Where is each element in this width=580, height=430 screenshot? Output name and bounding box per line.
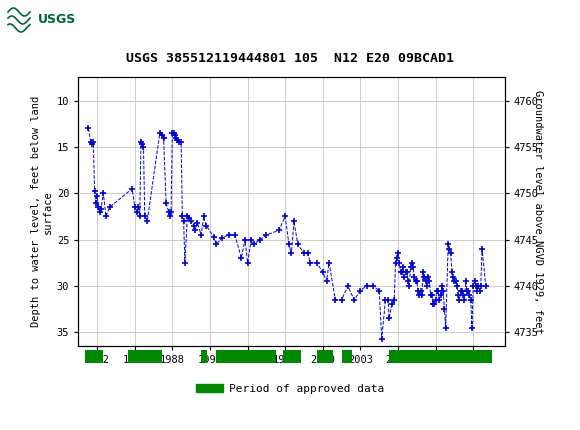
Bar bbox=[216, 350, 277, 363]
Bar bbox=[6, 4, 56, 36]
Bar bbox=[128, 350, 162, 363]
Text: USGS 385512119444801 105  N12 E20 09BCAD1: USGS 385512119444801 105 N12 E20 09BCAD1 bbox=[126, 52, 454, 64]
Bar bbox=[342, 350, 351, 363]
Y-axis label: Groundwater level above NGVD 1929, feet: Groundwater level above NGVD 1929, feet bbox=[533, 90, 543, 334]
Bar bbox=[317, 350, 333, 363]
Bar bbox=[389, 350, 492, 363]
Bar bbox=[201, 350, 208, 363]
Y-axis label: Depth to water level, feet below land
surface: Depth to water level, feet below land su… bbox=[31, 96, 53, 327]
Text: USGS: USGS bbox=[38, 13, 76, 27]
Bar bbox=[282, 350, 302, 363]
Legend: Period of approved data: Period of approved data bbox=[191, 380, 389, 399]
Bar bbox=[85, 350, 103, 363]
